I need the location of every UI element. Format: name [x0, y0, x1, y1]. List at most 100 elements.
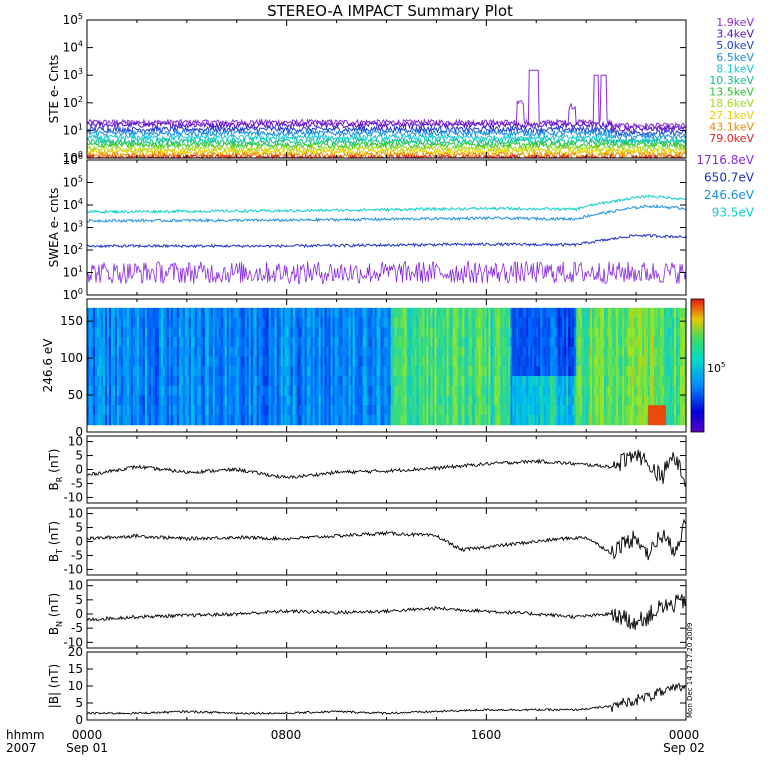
heatmap-cell — [548, 395, 551, 406]
heatmap-cell — [568, 356, 571, 367]
heatmap-cell — [156, 385, 160, 397]
heatmap-cell — [400, 375, 404, 387]
heatmap-cell — [516, 356, 519, 367]
year-label: 2007 — [6, 741, 37, 755]
heatmap-cell — [398, 327, 402, 338]
heatmap-cell — [676, 356, 679, 367]
legend-entry: 8.1keV — [716, 62, 754, 75]
heatmap-cell — [422, 317, 426, 328]
heatmap-cell — [252, 395, 256, 406]
heatmap-cell — [678, 375, 681, 387]
heatmap-cell — [572, 307, 575, 319]
y-tick-label: 150 — [60, 314, 83, 328]
heatmap-cell — [87, 375, 90, 387]
heatmap-cell — [526, 337, 529, 348]
heatmap-cell — [126, 346, 130, 358]
heatmap-cell — [160, 317, 164, 328]
heatmap-cell — [184, 337, 188, 348]
heatmap-cell — [152, 307, 156, 319]
heatmap-cell — [312, 356, 316, 367]
heatmap-cell — [464, 366, 467, 377]
heatmap-cell — [408, 385, 412, 397]
heatmap-cell — [442, 414, 446, 426]
heatmap-cell — [142, 395, 146, 406]
heatmap-cell — [608, 317, 611, 328]
heatmap-cell — [546, 337, 549, 348]
heatmap-cell — [608, 356, 611, 367]
heatmap-cell — [460, 317, 463, 328]
heatmap-cell — [298, 337, 302, 348]
heatmap-cell — [612, 356, 615, 367]
heatmap-cell — [578, 337, 581, 348]
heatmap-cell — [570, 366, 573, 377]
heatmap-cell — [260, 375, 264, 387]
heatmap-cell — [414, 414, 418, 426]
heatmap-cell — [322, 405, 326, 416]
heatmap-cell — [638, 307, 641, 319]
heatmap-cell — [366, 385, 370, 397]
heatmap-cell — [590, 317, 593, 328]
heatmap-cell — [446, 414, 449, 426]
heatmap-cell — [588, 307, 591, 319]
heatmap-cell — [382, 395, 386, 406]
heatmap-cell — [540, 385, 543, 397]
heatmap-cell — [178, 385, 182, 397]
heatmap-cell — [596, 375, 599, 387]
heatmap-cell — [490, 395, 493, 406]
heatmap-cell — [630, 307, 633, 319]
heatmap-cell — [282, 307, 286, 319]
heatmap-cell — [594, 346, 597, 358]
heatmap-cell — [102, 356, 106, 367]
heatmap-cell — [174, 346, 178, 358]
heatmap-cell — [104, 385, 108, 397]
heatmap-cell — [374, 395, 378, 406]
heatmap-cell — [256, 327, 260, 338]
heatmap-cell — [394, 395, 398, 406]
heatmap-cell — [142, 405, 146, 416]
heatmap-cell — [106, 356, 110, 367]
heatmap-cell — [504, 346, 507, 358]
heatmap-cell — [140, 405, 144, 416]
heatmap-cell — [304, 356, 308, 367]
heatmap-cell — [90, 356, 94, 367]
heatmap-cell — [130, 317, 134, 328]
heatmap-cell — [318, 395, 322, 406]
heatmap-cell — [438, 327, 442, 338]
heatmap-cell — [136, 356, 140, 367]
heatmap-cell — [292, 317, 296, 328]
heatmap-cell — [678, 366, 681, 377]
series-line — [86, 194, 687, 215]
heatmap-cell — [422, 414, 426, 426]
heatmap-cell — [664, 366, 667, 377]
heatmap-cell — [252, 385, 256, 397]
heatmap-cell — [600, 395, 603, 406]
heatmap-cell — [454, 405, 457, 416]
heatmap-cell — [528, 395, 531, 406]
heatmap-cell — [378, 395, 382, 406]
heatmap-cell — [170, 356, 174, 367]
heatmap-cell — [684, 366, 687, 377]
heatmap-cell — [508, 337, 511, 348]
heatmap-cell — [216, 356, 220, 367]
heatmap-cell — [554, 375, 557, 387]
heatmap-cell — [278, 337, 282, 348]
heatmap-cell — [506, 414, 509, 426]
heatmap-cell — [216, 395, 220, 406]
heatmap-cell — [412, 414, 416, 426]
heatmap-cell — [194, 395, 198, 406]
heatmap-cell — [324, 405, 328, 416]
heatmap-cell — [382, 346, 386, 358]
heatmap-cell — [342, 405, 346, 416]
heatmap-cell — [512, 346, 515, 358]
heatmap-cell — [450, 327, 453, 338]
heatmap-cell — [552, 307, 555, 319]
heatmap-cell — [502, 356, 505, 367]
heatmap-cell — [114, 327, 118, 338]
heatmap-cell — [562, 375, 565, 387]
heatmap-cell — [240, 405, 244, 416]
heatmap-cell — [638, 405, 641, 416]
heatmap-cell — [462, 307, 465, 319]
heatmap-cell — [352, 317, 356, 328]
heatmap-cell — [378, 356, 382, 367]
heatmap-cell — [294, 405, 298, 416]
